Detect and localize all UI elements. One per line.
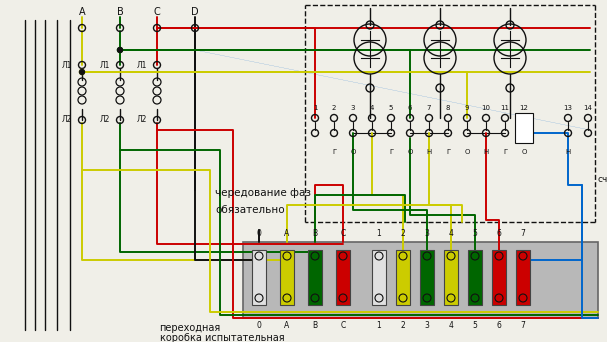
Bar [336,250,350,305]
Bar [444,250,458,305]
Text: 6: 6 [497,229,501,238]
Circle shape [80,69,84,75]
Text: C: C [341,321,345,330]
Text: B: B [117,7,123,17]
Text: A: A [79,7,86,17]
Text: 4: 4 [370,105,374,111]
Text: 13: 13 [563,105,572,111]
Text: Л2: Л2 [62,116,72,124]
Text: О: О [350,149,356,155]
Text: D: D [191,7,199,17]
Text: 7: 7 [427,105,431,111]
Text: 9: 9 [465,105,469,111]
Text: A: A [284,229,290,238]
Text: 1: 1 [376,321,381,330]
Text: 8: 8 [446,105,450,111]
Bar [468,250,482,305]
Text: 7: 7 [521,229,526,238]
Text: Л1: Л1 [62,61,72,69]
Text: Г: Г [332,149,336,155]
Text: B: B [313,229,317,238]
Text: коробка испытательная: коробка испытательная [160,333,285,342]
Text: О: О [464,149,470,155]
Text: 10: 10 [481,105,490,111]
Text: Л2: Л2 [137,116,147,124]
Circle shape [80,69,84,75]
Text: 0: 0 [257,321,262,330]
Bar [243,242,598,318]
Text: 4: 4 [449,321,453,330]
Bar [396,250,410,305]
Bar [372,250,386,305]
Text: Н: Н [565,149,571,155]
Text: 14: 14 [583,105,592,111]
Text: 3: 3 [424,321,429,330]
Text: Г: Г [389,149,393,155]
Text: 5: 5 [473,229,478,238]
Bar [252,250,266,305]
Text: A: A [284,321,290,330]
Text: счетчик: счетчик [598,175,607,184]
Text: Л1: Л1 [100,61,110,69]
Text: C: C [341,229,345,238]
Text: B: B [313,321,317,330]
Text: 3: 3 [424,229,429,238]
Text: 7: 7 [521,321,526,330]
Circle shape [118,48,123,53]
Bar [516,250,530,305]
Text: чередование фаз: чередование фаз [215,188,311,198]
Text: Г: Г [446,149,450,155]
Text: 0: 0 [257,229,262,238]
Text: О: О [407,149,413,155]
Bar [308,250,322,305]
Text: Л1: Л1 [137,61,147,69]
Text: Н: Н [483,149,489,155]
Circle shape [118,48,123,53]
Bar [280,250,294,305]
Text: 5: 5 [473,321,478,330]
Text: 11: 11 [501,105,509,111]
Text: 2: 2 [332,105,336,111]
Text: 1: 1 [376,229,381,238]
Text: 4: 4 [449,229,453,238]
Text: обязательно: обязательно [215,205,285,215]
Text: переходная: переходная [160,323,220,333]
Text: 6: 6 [408,105,412,111]
Text: О: О [521,149,527,155]
Text: 3: 3 [351,105,355,111]
Text: 2: 2 [401,229,405,238]
Bar [492,250,506,305]
Text: C: C [154,7,160,17]
Text: Н: Н [426,149,432,155]
Text: 5: 5 [389,105,393,111]
Text: Л2: Л2 [100,116,110,124]
Bar [420,250,434,305]
Text: 12: 12 [520,105,529,111]
Text: 2: 2 [401,321,405,330]
Text: Г: Г [503,149,507,155]
Bar [515,113,533,143]
Text: 1: 1 [313,105,317,111]
Text: 6: 6 [497,321,501,330]
